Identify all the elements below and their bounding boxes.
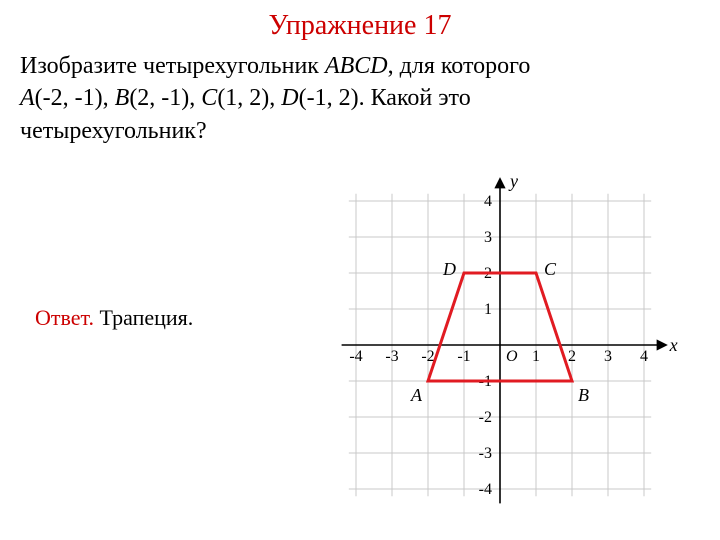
problem-line3: четырехугольник? <box>20 118 207 144</box>
svg-text:-4: -4 <box>479 481 492 498</box>
svg-text:4: 4 <box>640 348 648 365</box>
problem-post1: , для которого <box>388 53 531 79</box>
svg-text:C: C <box>544 259 557 279</box>
svg-text:1: 1 <box>484 301 492 318</box>
page: Упражнение 17 Изобразите четырехугольник… <box>0 0 720 540</box>
problem-D-coords: (-1, 2). Какой это <box>299 85 471 111</box>
problem-C-coords: (1, 2), <box>217 85 281 111</box>
chart-svg: -4-3-2-11234-4-3-2-11234OxyABCD <box>320 165 680 525</box>
svg-text:D: D <box>442 259 456 279</box>
problem-B-coords: (2, -1), <box>129 85 201 111</box>
svg-text:-1: -1 <box>457 348 470 365</box>
svg-text:B: B <box>578 385 589 405</box>
svg-text:3: 3 <box>484 229 492 246</box>
svg-text:-3: -3 <box>385 348 398 365</box>
problem-A: A <box>20 85 35 111</box>
svg-text:-2: -2 <box>479 409 492 426</box>
problem-text: Изобразите четырехугольник ABCD, для кот… <box>20 50 700 147</box>
answer-text: Трапеция. <box>94 305 193 330</box>
problem-D: D <box>281 85 298 111</box>
svg-text:O: O <box>506 348 518 365</box>
svg-text:y: y <box>508 171 518 191</box>
problem-B: B <box>115 85 130 111</box>
problem-abcd: ABCD <box>325 53 388 79</box>
svg-text:1: 1 <box>532 348 540 365</box>
problem-A-coords: (-2, -1), <box>35 85 115 111</box>
svg-text:4: 4 <box>484 193 492 210</box>
coordinate-chart: -4-3-2-11234-4-3-2-11234OxyABCD <box>320 165 680 525</box>
svg-text:-4: -4 <box>349 348 362 365</box>
svg-text:A: A <box>410 385 423 405</box>
problem-intro: Изобразите четырехугольник <box>20 53 325 79</box>
answer-label: Ответ. <box>35 305 94 330</box>
svg-text:-3: -3 <box>479 445 492 462</box>
exercise-title: Упражнение 17 <box>0 10 720 42</box>
svg-text:3: 3 <box>604 348 612 365</box>
problem-C: C <box>201 85 217 111</box>
svg-text:2: 2 <box>568 348 576 365</box>
answer-block: Ответ. Трапеция. <box>35 305 193 331</box>
svg-text:x: x <box>669 335 678 355</box>
